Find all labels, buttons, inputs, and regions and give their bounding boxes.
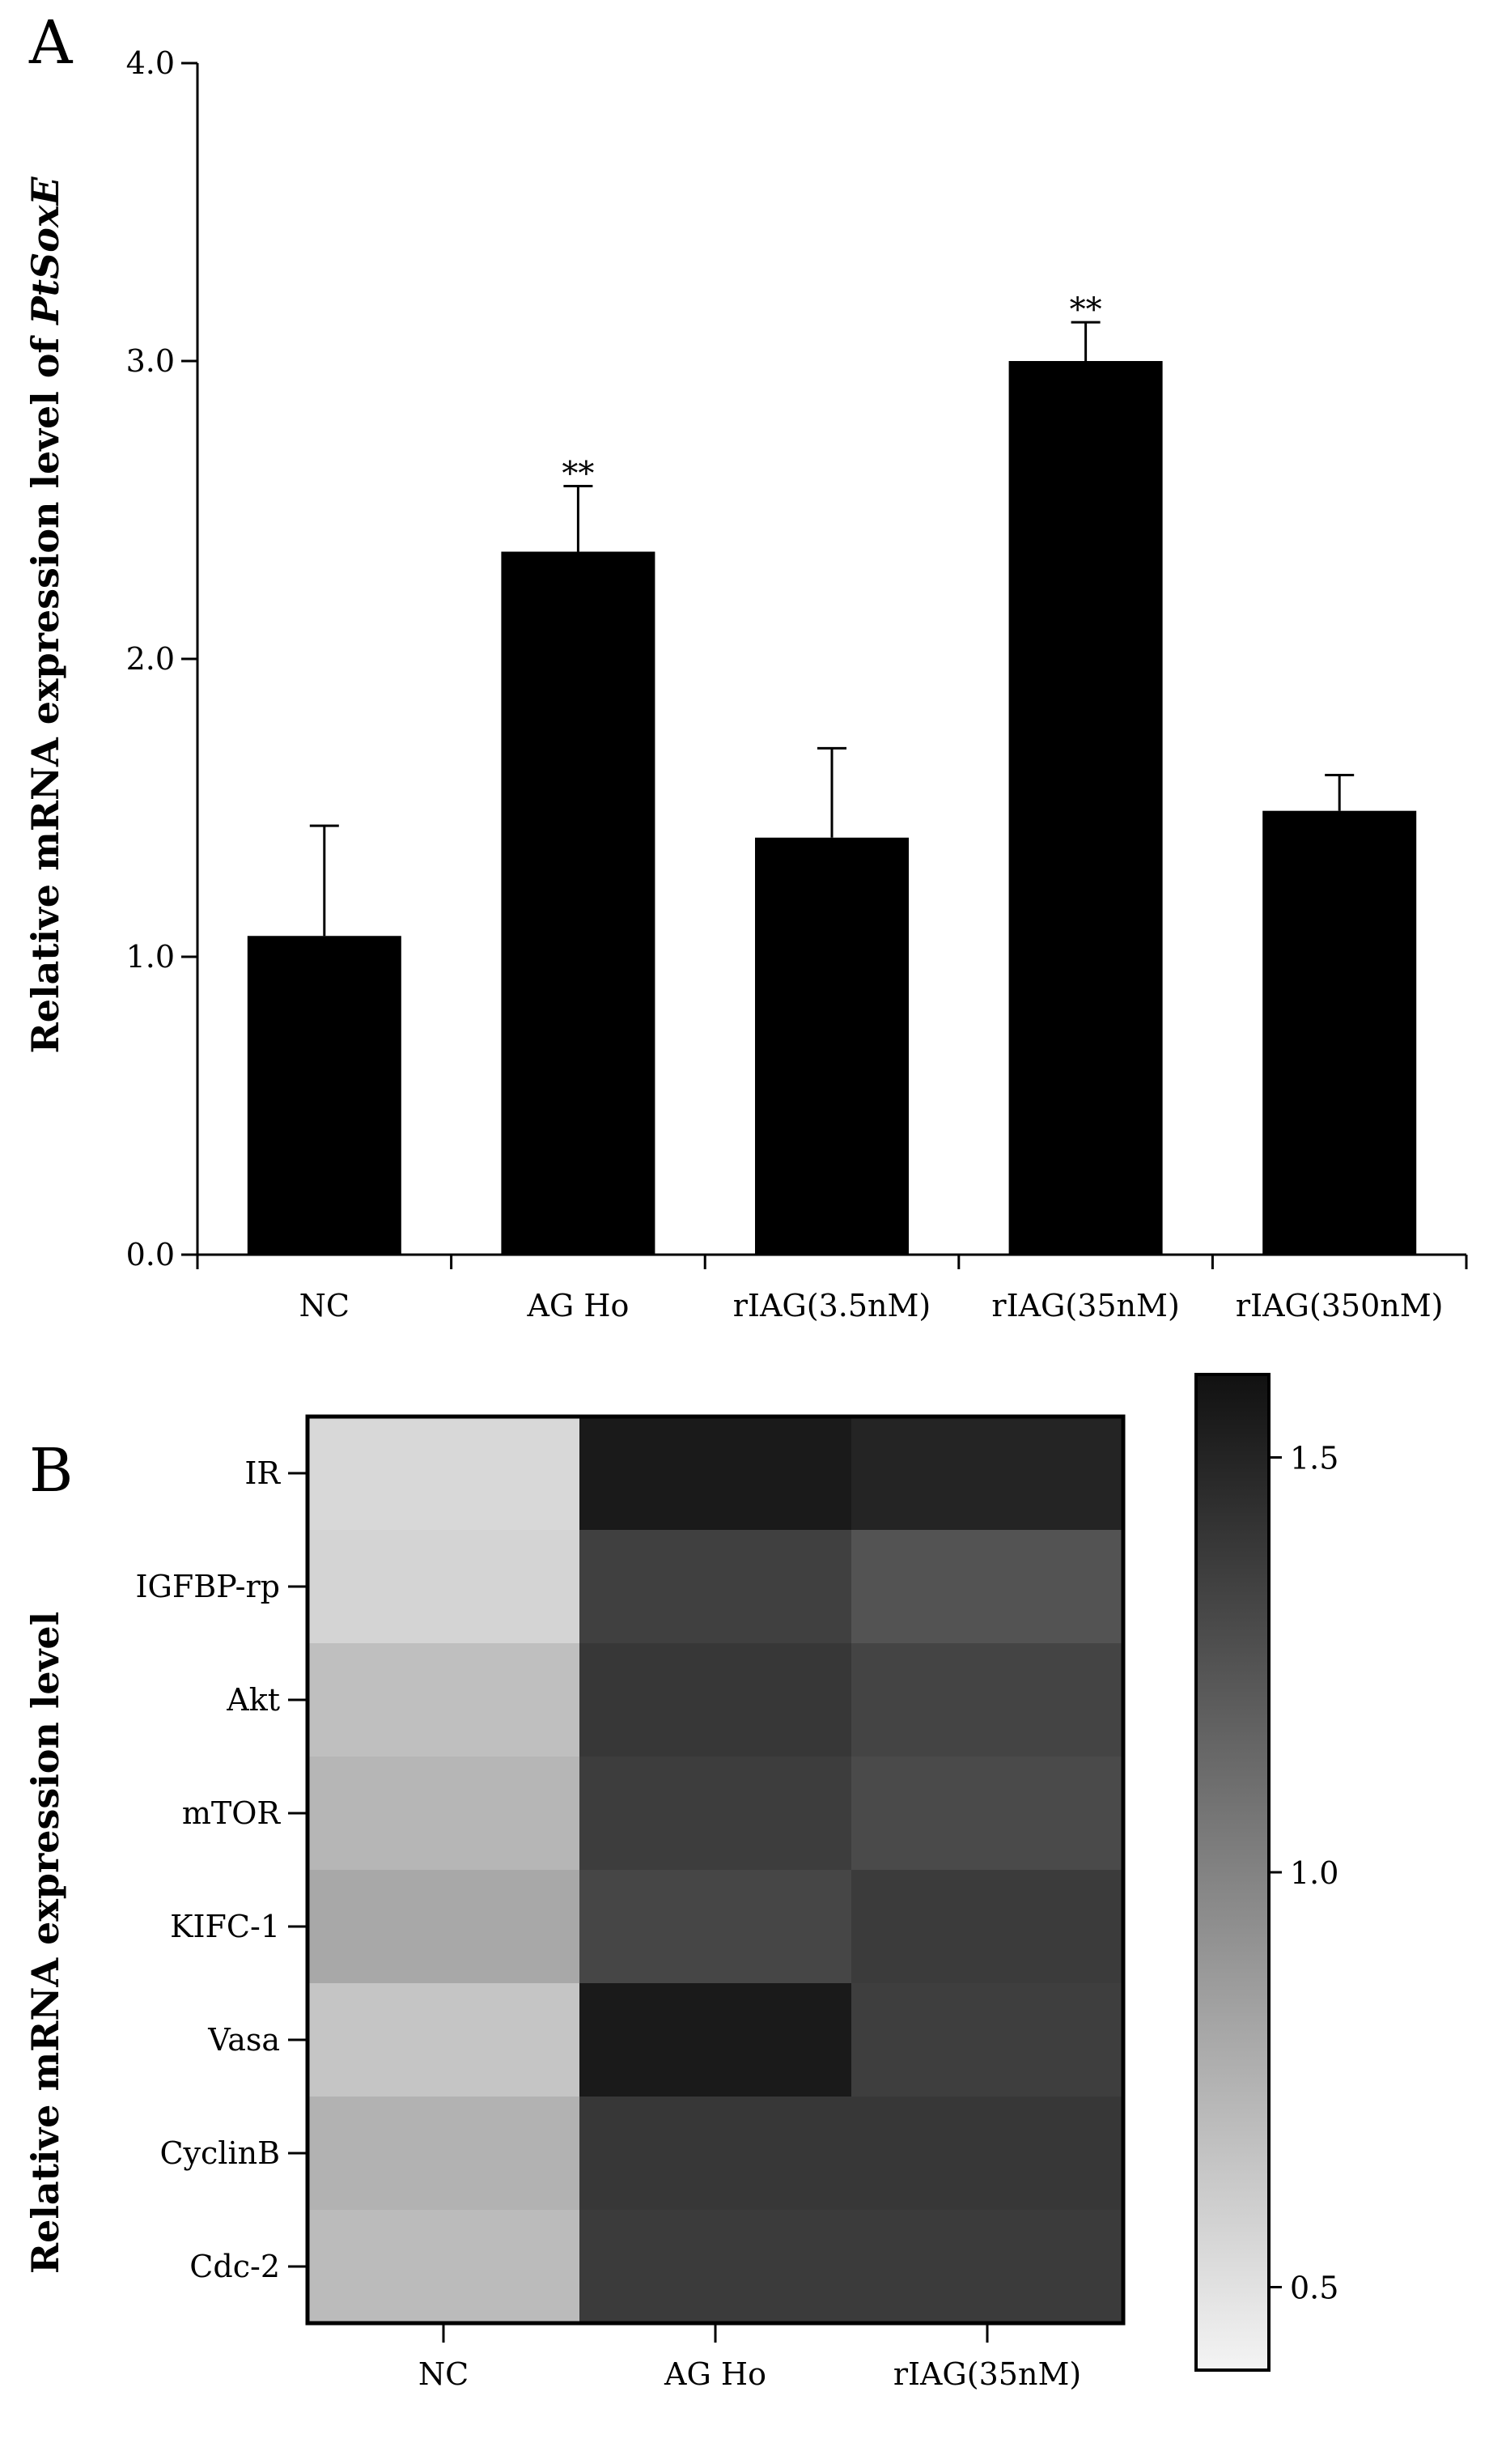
heatmap-cell (851, 1417, 1124, 1531)
colorbar-tick-label: 1.5 (1290, 1441, 1338, 1476)
heatmap-cell (851, 1983, 1124, 2097)
y-tick-label: 2.0 (126, 641, 175, 677)
significance-label: ** (562, 456, 594, 493)
y-tick-label: 1.0 (126, 939, 175, 975)
x-category-label: rIAG(350nM) (1236, 1288, 1444, 1323)
heatmap-cell (308, 1417, 580, 1531)
y-tick-label: 0.0 (126, 1237, 175, 1272)
heatmap-cell (308, 1530, 580, 1644)
y-tick-label: 4.0 (126, 45, 175, 81)
heatmap-cell (579, 1870, 852, 1984)
heatmap-cell (851, 2210, 1124, 2324)
bar (247, 936, 401, 1255)
row-label: mTOR (182, 1795, 282, 1831)
row-label: IR (244, 1455, 281, 1491)
heatmap-cell (851, 1643, 1124, 1757)
heatmap-cell (308, 1870, 580, 1984)
panel-b-letter: B (29, 1436, 73, 1506)
column-label: NC (418, 2356, 469, 2392)
heatmap-cell (308, 1643, 580, 1757)
column-label: rIAG(35nM) (893, 2356, 1081, 2392)
panel-a-letter: A (28, 8, 74, 78)
panel-a-y-axis-label: Relative mRNA expression level of PtSoxE (23, 176, 67, 1054)
heatmap-panel-b: IR IGFBP-rp Akt mTOR KIFC-1 Vasa CyclinB Cdc-2 N… (136, 1373, 1338, 2392)
x-category-label: rIAG(35nM) (991, 1288, 1179, 1323)
colorbar (1194, 1373, 1271, 2372)
bar (501, 551, 655, 1255)
column-label: AG Ho (664, 2356, 766, 2392)
row-label: IGFBP-rp (136, 1569, 280, 1604)
y-tick-label: 3.0 (126, 343, 175, 379)
bar-chart-panel-a: 0.0 1.0 2.0 3.0 4.0 NC ** AG Ho rIAG(3.5nM) ** rIA… (126, 45, 1468, 1323)
heatmap-cell (308, 1757, 580, 1871)
x-category-label: rIAG(3.5nM) (733, 1288, 931, 1323)
heatmap-cell (308, 2097, 580, 2211)
heatmap-cell (851, 1870, 1124, 1984)
panel-b-y-axis-label: Relative mRNA expression level (23, 1612, 67, 2274)
row-label: CyclinB (159, 2135, 280, 2171)
colorbar-tick-label: 0.5 (1290, 2271, 1338, 2306)
heatmap-cell (851, 1530, 1124, 1644)
heatmap-cell (579, 1417, 852, 1531)
bar (1262, 810, 1417, 1255)
heatmap-cell (579, 1757, 852, 1871)
significance-label: ** (1070, 291, 1102, 329)
heatmap-cell (579, 1530, 852, 1644)
panel-a-y-axis-label-prefix: Relative mRNA expression level of (23, 325, 67, 1054)
heatmap-cell (308, 2210, 580, 2324)
bar (755, 837, 909, 1255)
row-label: Cdc-2 (189, 2249, 280, 2284)
row-label: Akt (226, 1682, 280, 1718)
panel-a-y-axis-label-gene: PtSoxE (23, 176, 67, 326)
row-label: KIFC-1 (170, 1909, 280, 1944)
x-category-label: AG Ho (526, 1288, 629, 1323)
heatmap-cell (851, 2097, 1124, 2211)
heatmap-cell (579, 1643, 852, 1757)
heatmap-cell (851, 1757, 1124, 1871)
row-label: Vasa (207, 2022, 280, 2058)
heatmap-cell (579, 1983, 852, 2097)
colorbar-tick-label: 1.0 (1290, 1855, 1338, 1891)
heatmap-cell (308, 1983, 580, 2097)
heatmap-cell (579, 2097, 852, 2211)
heatmap-cell (579, 2210, 852, 2324)
x-category-label: NC (299, 1288, 350, 1323)
bar (1008, 361, 1163, 1255)
